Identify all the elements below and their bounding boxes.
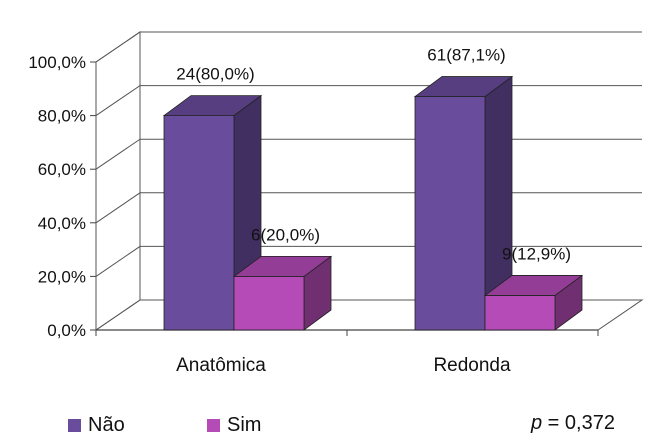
p-value-text: = 0,372 (542, 412, 615, 434)
y-tick-label: 0,0% (47, 321, 86, 340)
grid-line (95, 31, 642, 63)
chart: 0,0% 20,0% 40,0% 60,0% 80,0% 100,0% 24(80,0%)… (28, 31, 644, 376)
legend-item-nao: Não (68, 414, 125, 436)
legend-swatch-sim (207, 418, 220, 432)
data-label: 6(20,0%) (251, 225, 320, 244)
y-tick-label: 100,0% (28, 53, 86, 72)
y-tick-label: 60,0% (38, 160, 86, 179)
data-label: 24(80,0%) (176, 65, 254, 84)
y-tick-label: 80,0% (38, 107, 86, 126)
y-tick-label: 40,0% (38, 214, 86, 233)
category-label: Redonda (433, 355, 511, 376)
category-label: Anatômica (176, 355, 266, 376)
y-axis-ticks: 0,0% 20,0% 40,0% 60,0% 80,0% 100,0% (28, 53, 96, 340)
p-value-annotation: p = 0,372 (531, 412, 615, 435)
legend-swatch-nao (68, 418, 81, 432)
y-tick-label: 20,0% (38, 267, 86, 286)
category-labels: Anatômica Redonda (176, 355, 511, 376)
legend-item-sim: Sim (207, 414, 261, 436)
bar-sim-1 (483, 274, 584, 331)
bars (162, 75, 584, 331)
legend-label-sim: Sim (227, 413, 262, 436)
data-label: 61(87,1%) (427, 46, 505, 65)
data-labels: 24(80,0%) 6(20,0%) 61(87,1%) 9(12,9%) (176, 46, 571, 264)
data-label: 9(12,9%) (502, 244, 571, 263)
side-wall (95, 31, 141, 331)
p-symbol: p (531, 412, 543, 434)
bar-nao-1 (413, 75, 514, 331)
bar-sim-0 (232, 255, 333, 331)
legend-label-nao: Não (88, 413, 125, 436)
